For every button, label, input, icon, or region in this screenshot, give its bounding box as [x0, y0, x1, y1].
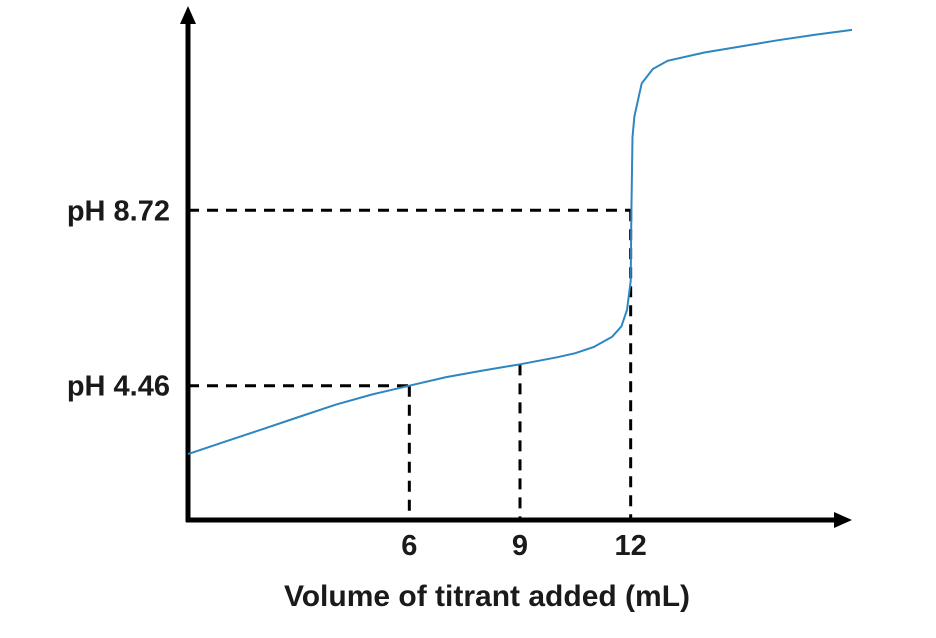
axes: [180, 6, 852, 528]
x-tick-label: 12: [615, 530, 647, 562]
y-tick-labels: pH 4.46 pH 8.72: [67, 195, 170, 402]
y-axis-arrow: [180, 6, 196, 24]
x-tick-label: 6: [401, 530, 417, 562]
reference-lines: [188, 208, 633, 520]
x-tick-label: 9: [512, 530, 528, 562]
titration-curve: [187, 28, 853, 456]
x-axis-title: Volume of titrant added (mL): [284, 580, 690, 613]
y-tick-label: pH 4.46: [67, 371, 170, 403]
y-tick-label: pH 8.72: [67, 195, 170, 227]
x-axis-arrow: [834, 512, 852, 528]
x-tick-labels: 6 9 12: [401, 530, 647, 562]
